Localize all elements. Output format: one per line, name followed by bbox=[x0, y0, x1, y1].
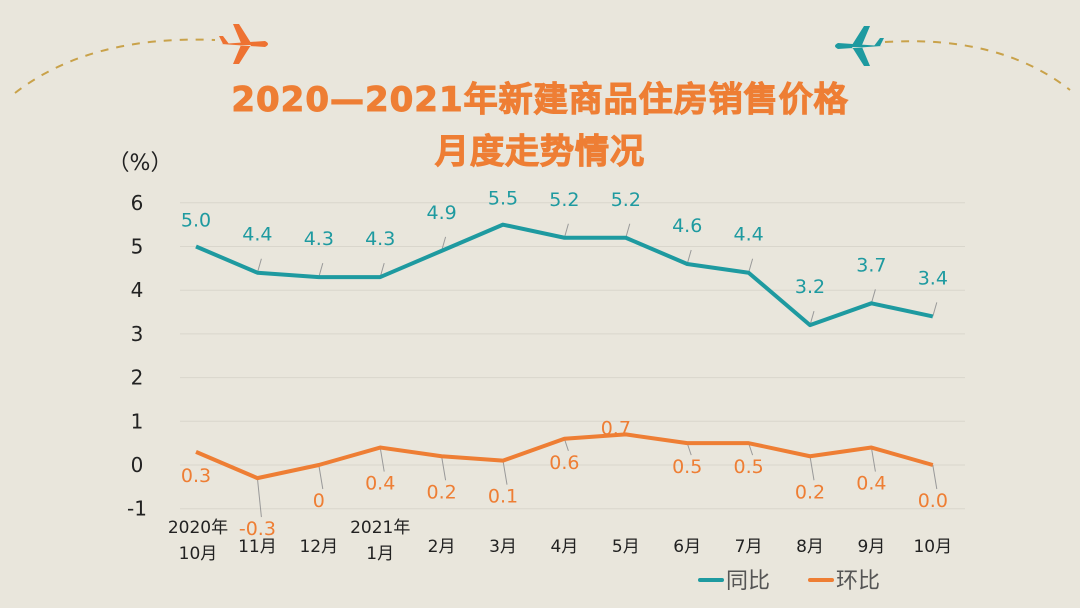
x-tick-label: 6月 bbox=[673, 537, 701, 557]
data-label: 0.7 bbox=[601, 417, 631, 439]
x-tick-label: 2月 bbox=[428, 537, 456, 557]
y-tick-label: -1 bbox=[127, 497, 147, 521]
leader-line bbox=[932, 464, 938, 490]
leader-line bbox=[625, 223, 631, 238]
x-tick-label: 9月 bbox=[857, 537, 885, 557]
data-label: 0.2 bbox=[795, 481, 825, 503]
decoration bbox=[14, 24, 1071, 94]
x-tick-label: 1月 bbox=[366, 544, 394, 564]
x-tick-label: 10月 bbox=[179, 544, 218, 564]
legend: 同比 环比 bbox=[698, 569, 880, 594]
leader-line bbox=[318, 262, 324, 278]
legend-label: 同比 bbox=[726, 569, 770, 594]
chart-title-line2: 月度走势情况 bbox=[435, 132, 645, 173]
leader-line bbox=[256, 478, 262, 518]
leader-line bbox=[379, 447, 385, 472]
leader-line bbox=[932, 302, 938, 317]
leader-line bbox=[563, 438, 569, 451]
data-label: 5.2 bbox=[611, 189, 641, 211]
data-label: 0.4 bbox=[365, 473, 395, 495]
y-tick-label: 2 bbox=[131, 366, 144, 390]
x-tick-label: 10月 bbox=[913, 537, 952, 557]
series-line-环比 bbox=[195, 432, 934, 481]
data-label: 5.0 bbox=[181, 210, 211, 232]
leader-line bbox=[809, 456, 815, 481]
x-tick-label: 2021年 bbox=[350, 518, 410, 538]
x-tick-label: 4月 bbox=[550, 537, 578, 557]
x-tick-label: 11月 bbox=[238, 537, 277, 557]
data-label: 4.3 bbox=[365, 228, 395, 250]
x-tick-label: 5月 bbox=[612, 537, 640, 557]
leader-line bbox=[870, 289, 876, 304]
data-label: 0.3 bbox=[181, 465, 211, 487]
y-axis-label: （%） bbox=[108, 151, 173, 176]
x-tick-label: 3月 bbox=[489, 537, 517, 557]
airplane-icon-left bbox=[219, 24, 268, 64]
leader-line bbox=[318, 464, 324, 490]
data-label: 4.4 bbox=[733, 224, 763, 246]
airplane-icon-right bbox=[835, 26, 884, 66]
y-tick-label: 1 bbox=[131, 409, 144, 433]
leader-line bbox=[441, 456, 447, 481]
leader-line bbox=[256, 258, 262, 273]
data-label: 0.6 bbox=[549, 452, 579, 474]
data-label: 0 bbox=[313, 490, 325, 512]
leader-line bbox=[686, 249, 692, 265]
data-label: 0.5 bbox=[672, 456, 702, 478]
data-label: 3.7 bbox=[856, 254, 886, 276]
leader-line bbox=[563, 223, 569, 238]
chart-title-line1: 2020—2021年新建商品住房销售价格 bbox=[231, 80, 849, 121]
data-label: 0.5 bbox=[733, 456, 763, 478]
x-tick-label: 2020年 bbox=[168, 518, 228, 538]
y-tick-label: 4 bbox=[131, 278, 144, 302]
dashed-flight-path-right bbox=[884, 40, 1071, 91]
y-tick-label: 0 bbox=[131, 453, 144, 477]
data-label: 4.4 bbox=[242, 224, 272, 246]
x-tick-label: 12月 bbox=[299, 537, 338, 557]
data-label: 3.2 bbox=[795, 276, 825, 298]
data-label: 5.5 bbox=[488, 188, 518, 210]
data-label: 0.4 bbox=[856, 473, 886, 495]
data-label: 4.6 bbox=[672, 215, 702, 237]
data-label: 5.2 bbox=[549, 189, 579, 211]
y-tick-label: 5 bbox=[131, 235, 144, 259]
series-line-同比 bbox=[195, 222, 934, 328]
data-label: 0.1 bbox=[488, 486, 518, 508]
leader-line bbox=[502, 460, 508, 485]
dashed-flight-path-left bbox=[14, 38, 216, 94]
data-label: 0.2 bbox=[426, 481, 456, 503]
data-label: 4.3 bbox=[304, 228, 334, 250]
data-label: 4.9 bbox=[426, 202, 456, 224]
data-label: 0.0 bbox=[918, 490, 948, 512]
x-tick-label: 8月 bbox=[796, 537, 824, 557]
data-label: -0.3 bbox=[239, 518, 276, 540]
y-tick-label: 3 bbox=[131, 322, 144, 346]
x-tick-label: 7月 bbox=[735, 537, 763, 557]
leader-line bbox=[870, 447, 876, 472]
legend-label: 环比 bbox=[836, 569, 880, 594]
data-label: 3.4 bbox=[918, 267, 948, 289]
leader-line bbox=[748, 258, 754, 273]
y-tick-label: 6 bbox=[131, 191, 144, 215]
